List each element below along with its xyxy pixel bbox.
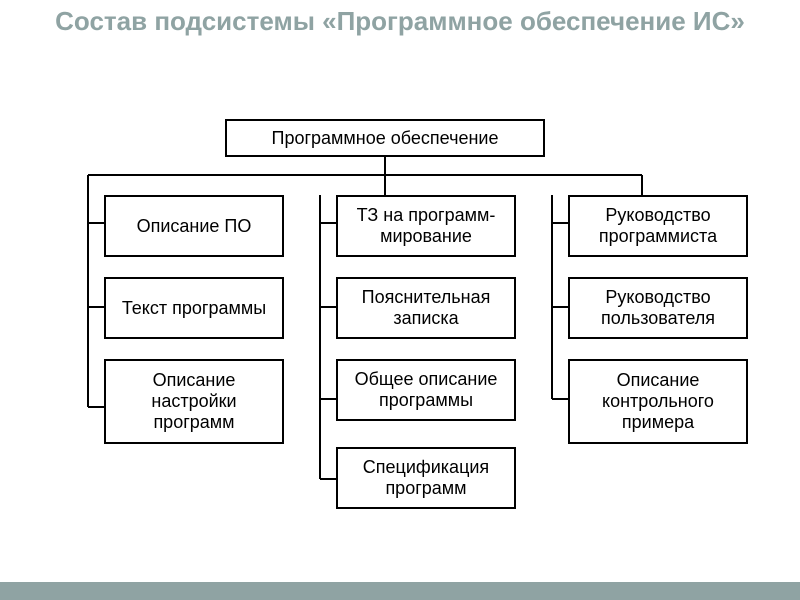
- page-title: Состав подсистемы «Программное обеспечен…: [0, 0, 800, 37]
- footer-accent-bar: [0, 582, 800, 600]
- root-node: Программное обеспечение: [225, 119, 545, 157]
- node-col1-3: Спецификация программ: [336, 447, 516, 509]
- node-col1-1: Пояснительная записка: [336, 277, 516, 339]
- node-col2-0: Руководство программиста: [568, 195, 748, 257]
- node-col0-0: Описание ПО: [104, 195, 284, 257]
- node-col0-1: Текст программы: [104, 277, 284, 339]
- node-col0-2: Описание настройки программ: [104, 359, 284, 444]
- node-col1-0: ТЗ на программ-мирование: [336, 195, 516, 257]
- node-col1-2: Общее описание программы: [336, 359, 516, 421]
- node-col2-1: Руководство пользователя: [568, 277, 748, 339]
- node-col2-2: Описание контрольного примера: [568, 359, 748, 444]
